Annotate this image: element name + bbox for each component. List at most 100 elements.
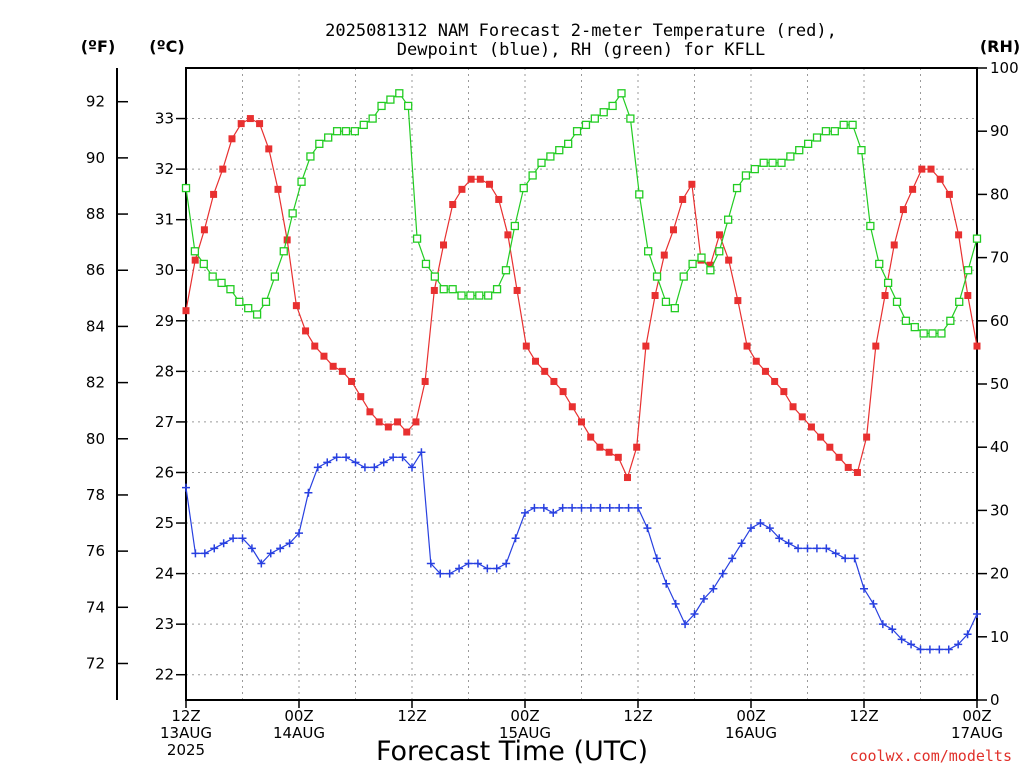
dewpoint-point	[417, 448, 426, 457]
rh-point	[368, 114, 377, 123]
rh-point	[546, 152, 555, 161]
dewpoint-point	[718, 569, 727, 578]
dewpoint-point	[257, 559, 266, 568]
dewpoint-point	[229, 534, 238, 543]
rh-point	[555, 146, 564, 155]
rh-point	[830, 127, 839, 136]
rh-point	[777, 158, 786, 167]
temperature-point	[679, 195, 687, 203]
rh-point	[226, 285, 235, 294]
temperature-point	[458, 185, 466, 193]
temperature-point	[706, 261, 714, 269]
fahrenheit-tick-label: 78	[86, 486, 105, 504]
rh-point	[217, 278, 226, 288]
rh-point	[901, 316, 911, 325]
fahrenheit-tick-label: 74	[86, 598, 105, 616]
temperature-point	[559, 388, 567, 396]
x-tick-label: 12Z	[397, 707, 426, 725]
temperature-point	[311, 342, 319, 350]
rh-point	[395, 89, 404, 98]
dewpoint-point	[935, 645, 944, 654]
rh-point	[439, 285, 448, 294]
temperature-point	[761, 367, 769, 375]
temperature-point	[191, 256, 199, 264]
temperature-point	[449, 201, 457, 209]
dewpoint-point	[502, 559, 511, 568]
temperature-point	[642, 342, 650, 350]
rh-point	[208, 272, 217, 281]
x-tick-label: 13AUG	[160, 724, 212, 742]
temperature-point	[578, 418, 585, 426]
temperature-point	[430, 286, 438, 294]
dewpoint-point	[841, 554, 850, 563]
dewpoint-point	[521, 508, 529, 517]
temperature-point	[219, 165, 227, 173]
rh-point	[430, 272, 440, 281]
rh-point	[857, 146, 866, 155]
temperature-point	[945, 190, 953, 198]
dewpoint-point	[285, 539, 294, 548]
temperature-point	[826, 443, 834, 451]
rh-point	[928, 329, 937, 338]
dewpoint-point	[247, 544, 256, 553]
temperature-point	[375, 418, 383, 426]
dewpoint-point	[238, 534, 247, 543]
dewpoint-point	[831, 549, 840, 558]
rh-tick-label: 30	[990, 501, 1009, 519]
temperature-point	[936, 175, 944, 183]
rh-point	[715, 247, 724, 256]
temperature-point	[881, 292, 889, 300]
dewpoint-point	[737, 539, 746, 548]
rh-point	[670, 304, 679, 313]
dewpoint-point	[963, 630, 972, 639]
dewpoint-point	[464, 559, 473, 568]
rh-point	[288, 209, 297, 218]
dewpoint-point	[200, 549, 209, 558]
rh-point	[635, 190, 644, 199]
temperature-point	[798, 413, 806, 421]
rh-point	[803, 139, 813, 148]
dewpoint-point	[878, 620, 887, 629]
rh-tick-label: 0	[990, 691, 1000, 709]
rh-point	[688, 259, 697, 269]
series-rh	[181, 89, 982, 338]
dewpoint-point	[586, 503, 595, 512]
rh-point	[812, 133, 822, 142]
rh-tick-label: 80	[990, 185, 1009, 203]
temperature-point	[633, 443, 641, 451]
temperature-point	[338, 367, 346, 375]
rh-point	[341, 127, 351, 136]
temperature-point	[955, 231, 963, 239]
temperature-point	[660, 251, 668, 259]
rh-point	[324, 133, 333, 142]
rh-point	[937, 329, 946, 338]
dewpoint-point	[897, 635, 906, 644]
dewpoint-point	[219, 539, 228, 548]
rh-point	[955, 297, 964, 306]
dewpoint-point	[662, 579, 671, 588]
celsius-tick-label: 30	[155, 261, 174, 279]
rh-point	[457, 291, 466, 300]
dewpoint-point	[530, 503, 539, 512]
rh-point	[608, 101, 617, 111]
rh-point	[510, 221, 519, 231]
temperature-point	[302, 327, 310, 335]
dewpoint-point	[652, 554, 661, 563]
rh-point	[750, 164, 759, 174]
dewpoint-point	[888, 625, 897, 634]
rh-point	[261, 297, 271, 306]
temperature-point	[246, 115, 254, 123]
dewpoint-point	[756, 519, 765, 528]
x-tick-label: 00Z	[736, 707, 765, 725]
rh-point	[919, 329, 928, 338]
dewpoint-point	[351, 458, 360, 467]
temperature-point	[421, 377, 429, 385]
temperature-point	[412, 418, 420, 426]
chart-title-line-2: Dewpoint (blue), RH (green) for KFLL	[397, 40, 765, 60]
dewpoint-point	[379, 458, 388, 467]
rh-point	[875, 259, 884, 269]
rh-point	[946, 316, 955, 325]
dewpoint-point	[596, 503, 605, 512]
rh-point	[590, 114, 599, 123]
